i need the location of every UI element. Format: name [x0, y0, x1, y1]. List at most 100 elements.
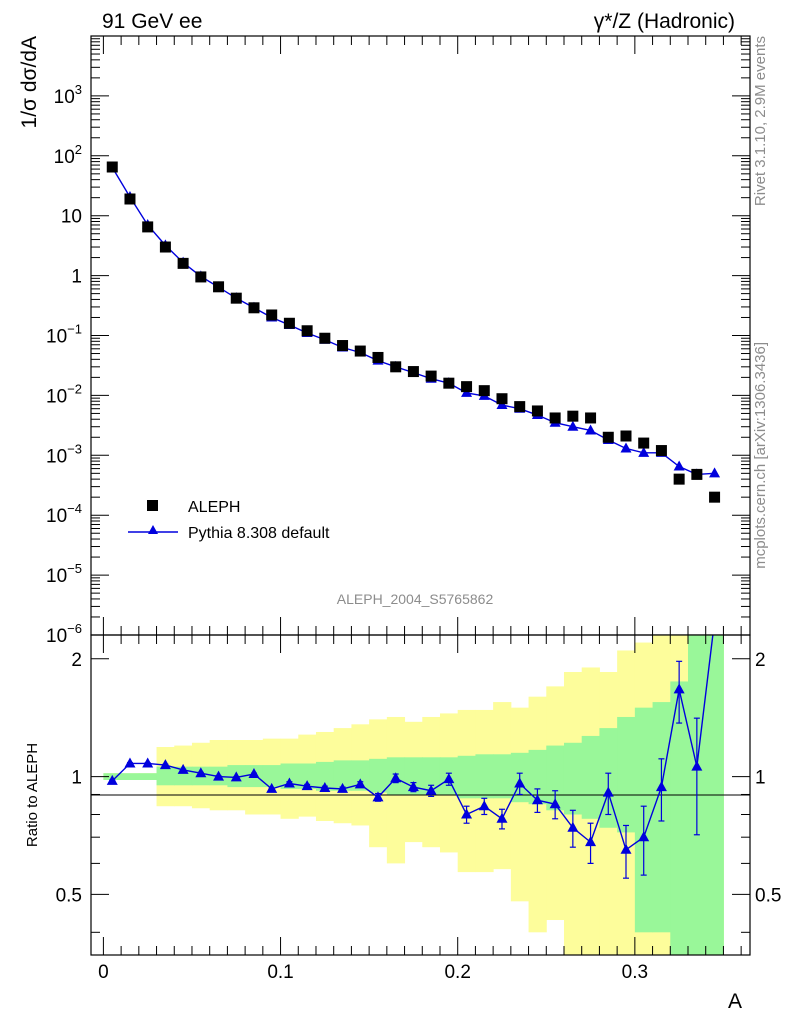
ratio-frame: [90, 634, 751, 956]
mc-point-ratio: [142, 757, 154, 768]
ratio-panel: 0.5 0.5 1 1 2 2 0 0.1 0.2 0.3 Ratio to ALEPH A: [24, 634, 781, 1013]
data-series-main: [106, 161, 721, 503]
total-uncertainty-band: [528, 696, 547, 933]
stat-uncertainty-band: [121, 773, 140, 780]
stat-uncertainty-band: [138, 773, 158, 780]
legend-mc-marker: [148, 525, 158, 534]
mc-point-ratio: [301, 780, 313, 791]
mc-point-ratio: [390, 772, 402, 783]
mc-point-ratio: [372, 791, 384, 802]
mc-point-ratio: [177, 763, 189, 774]
mc-point-ratio: [549, 798, 561, 809]
mc-point-ratio: [478, 800, 490, 811]
mc-point-ratio: [283, 777, 295, 788]
data-point-main: [425, 370, 437, 382]
total-uncertainty-band: [510, 707, 530, 902]
data-point-main: [514, 401, 526, 413]
data-point-main: [337, 340, 349, 352]
mc-point-ratio: [106, 774, 118, 785]
ratio-axis-ticks: [91, 635, 750, 955]
data-point-main: [496, 393, 508, 405]
stat-uncertainty-band: [333, 760, 352, 791]
mc-point-ratio: [248, 768, 260, 779]
mc-point-ratio: [514, 777, 526, 788]
stat-uncertainty-band: [528, 749, 547, 805]
data-point-main: [213, 281, 225, 293]
x-tick-label: 0.1: [267, 962, 293, 983]
x-axis-label: A: [728, 990, 742, 1013]
mc-point-ratio: [496, 812, 508, 823]
main-panel: 10−6 10−5 10−4 10−3 10−2 10−1 1 10 102 103 1/σ dσ…: [18, 35, 751, 647]
ratio-y-tick-label: 1: [71, 768, 82, 789]
data-point-main: [407, 366, 419, 378]
data-point-main: [283, 317, 295, 329]
ratio-y-tick-label: 2: [71, 650, 82, 671]
legend-data-label: ALEPH: [188, 499, 240, 516]
main-y-tick-label: 10−2: [46, 381, 82, 407]
legend: ALEPH Pythia 8.308 default: [128, 499, 330, 542]
data-point-main: [655, 445, 667, 457]
mc-point-ratio: [159, 759, 171, 770]
mc-point-main: [709, 467, 721, 478]
data-point-main: [159, 241, 171, 253]
data-point-main: [142, 221, 154, 233]
stat-uncertainty-band: [351, 760, 370, 791]
data-point-main: [567, 410, 579, 422]
stat-uncertainty-band: [546, 745, 565, 811]
stat-uncertainty-band: [617, 716, 636, 833]
mc-point-ratio: [354, 778, 366, 789]
main-y-axis-label: 1/σ dσ/dA: [18, 36, 41, 128]
main-y-tick-label: 102: [54, 142, 82, 168]
data-point-main: [124, 193, 136, 205]
header-right: γ*/Z (Hadronic): [594, 10, 735, 33]
mc-point-main: [585, 424, 597, 435]
stat-uncertainty-band: [422, 757, 441, 795]
mc-point-ratio: [531, 794, 543, 805]
stat-uncertainty-band: [563, 742, 583, 815]
mc-point-ratio: [691, 760, 703, 771]
legend-data-marker: [147, 500, 158, 511]
main-y-tick-label: 10−1: [46, 322, 82, 348]
mc-point-ratio: [124, 757, 136, 768]
mc-point-ratio: [620, 843, 632, 854]
mc-point-ratio: [585, 836, 597, 847]
main-y-tick-label: 10−6: [46, 621, 82, 647]
ratio-y-tick-label: 0.5: [56, 885, 82, 906]
stat-uncertainty-band: [475, 754, 494, 799]
data-point-main: [461, 381, 473, 393]
data-point-main: [106, 161, 118, 173]
x-tick-label: 0.3: [622, 962, 648, 983]
stat-uncertainty-band: [298, 763, 317, 789]
stat-uncertainty-band: [581, 735, 600, 819]
mc-point-main: [620, 442, 632, 453]
mc-point-main: [638, 446, 650, 457]
watermark: ALEPH_2004_S5765862: [337, 591, 494, 607]
x-tick-label: 0.2: [444, 962, 470, 983]
data-point-main: [390, 361, 402, 373]
stat-uncertainty-band: [280, 763, 299, 789]
data-point-main: [195, 271, 207, 283]
ratio-y-axis-label: Ratio to ALEPH: [24, 743, 41, 847]
mc-point-ratio: [337, 782, 349, 793]
stat-uncertainty-band: [156, 766, 175, 786]
data-point-main: [372, 351, 384, 363]
main-y-tick-labels: 10−6 10−5 10−4 10−3 10−2 10−1 1 10 102 103: [46, 82, 82, 647]
mc-point-main: [567, 420, 579, 431]
main-axis-ticks: [91, 36, 750, 636]
mc-point-ratio: [407, 781, 419, 792]
ratio-y-tick-label-right: 1: [755, 768, 766, 789]
stat-uncertainty-band: [262, 765, 282, 788]
side-label-bottom: mcplots.cern.ch [arXiv:1306.3436]: [752, 342, 769, 569]
data-point-main: [549, 412, 561, 424]
mc-point-ratio: [567, 821, 579, 832]
mc-point-main: [673, 460, 685, 471]
data-point-main: [266, 309, 278, 321]
stat-uncertainty-band: [315, 761, 335, 791]
data-point-main: [248, 302, 260, 314]
x-tick-label: 0: [98, 962, 109, 983]
x-tick-labels: 0 0.1 0.2 0.3: [98, 962, 648, 983]
mc-point-ratio: [319, 781, 331, 792]
ratio-y-tick-label-right: 2: [755, 650, 766, 671]
data-point-main: [620, 430, 632, 442]
